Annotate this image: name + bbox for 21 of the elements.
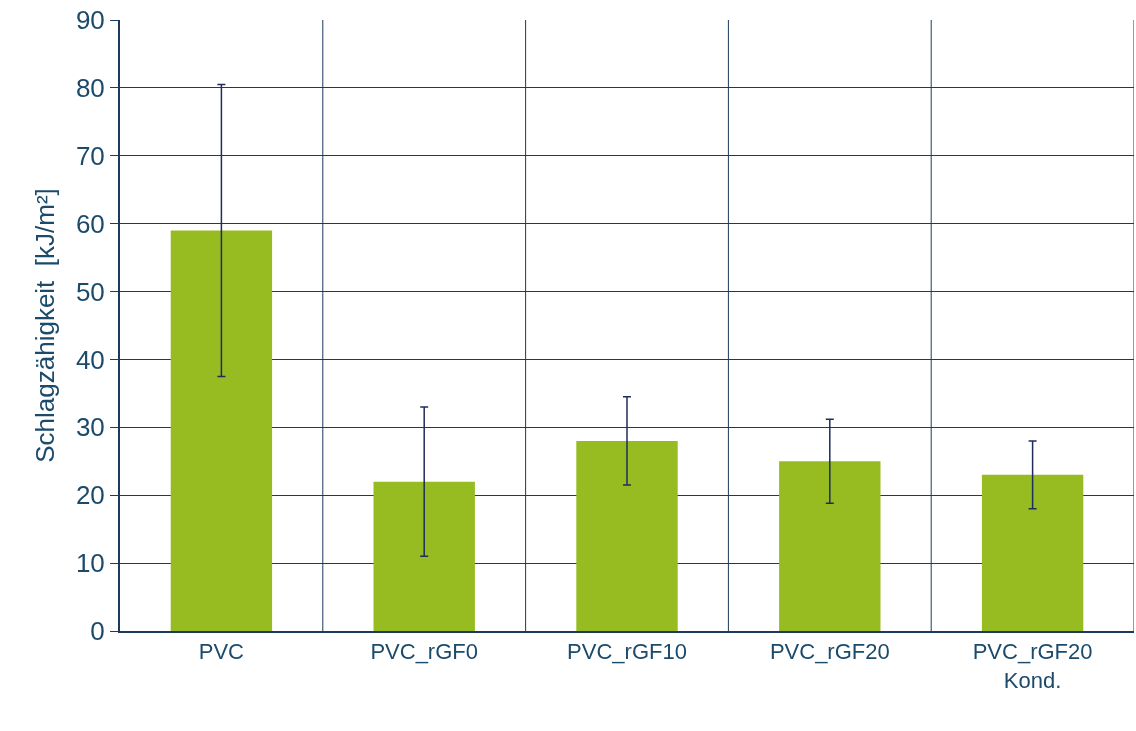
bar — [981, 474, 1084, 631]
y-tick-label: 50 — [75, 276, 105, 307]
y-tick-label: 60 — [75, 208, 105, 239]
y-axis-title: Schlagzähigkeit [kJ/m²] — [29, 188, 60, 463]
bar — [576, 440, 678, 631]
y-tick-label: 30 — [75, 412, 105, 443]
bar — [373, 481, 475, 631]
y-tick-label: 10 — [75, 548, 105, 579]
bar — [170, 230, 273, 631]
x-tick-label: PVC_rGF20 Kond. — [972, 639, 1093, 693]
x-tick-label: PVC_rGF10 — [567, 639, 687, 665]
y-tick-label: 40 — [75, 344, 105, 375]
x-tick-label: PVC_rGF0 — [370, 639, 478, 665]
y-tick-label: 70 — [75, 140, 105, 171]
y-tick-label: 0 — [90, 616, 105, 647]
y-tick-label: 80 — [75, 72, 105, 103]
bar — [779, 461, 881, 631]
x-tick-label: PVC — [198, 639, 245, 665]
y-tick-label: 90 — [75, 5, 105, 36]
y-tick-label: 20 — [75, 480, 105, 511]
x-tick-label: PVC_rGF20 — [769, 639, 890, 665]
